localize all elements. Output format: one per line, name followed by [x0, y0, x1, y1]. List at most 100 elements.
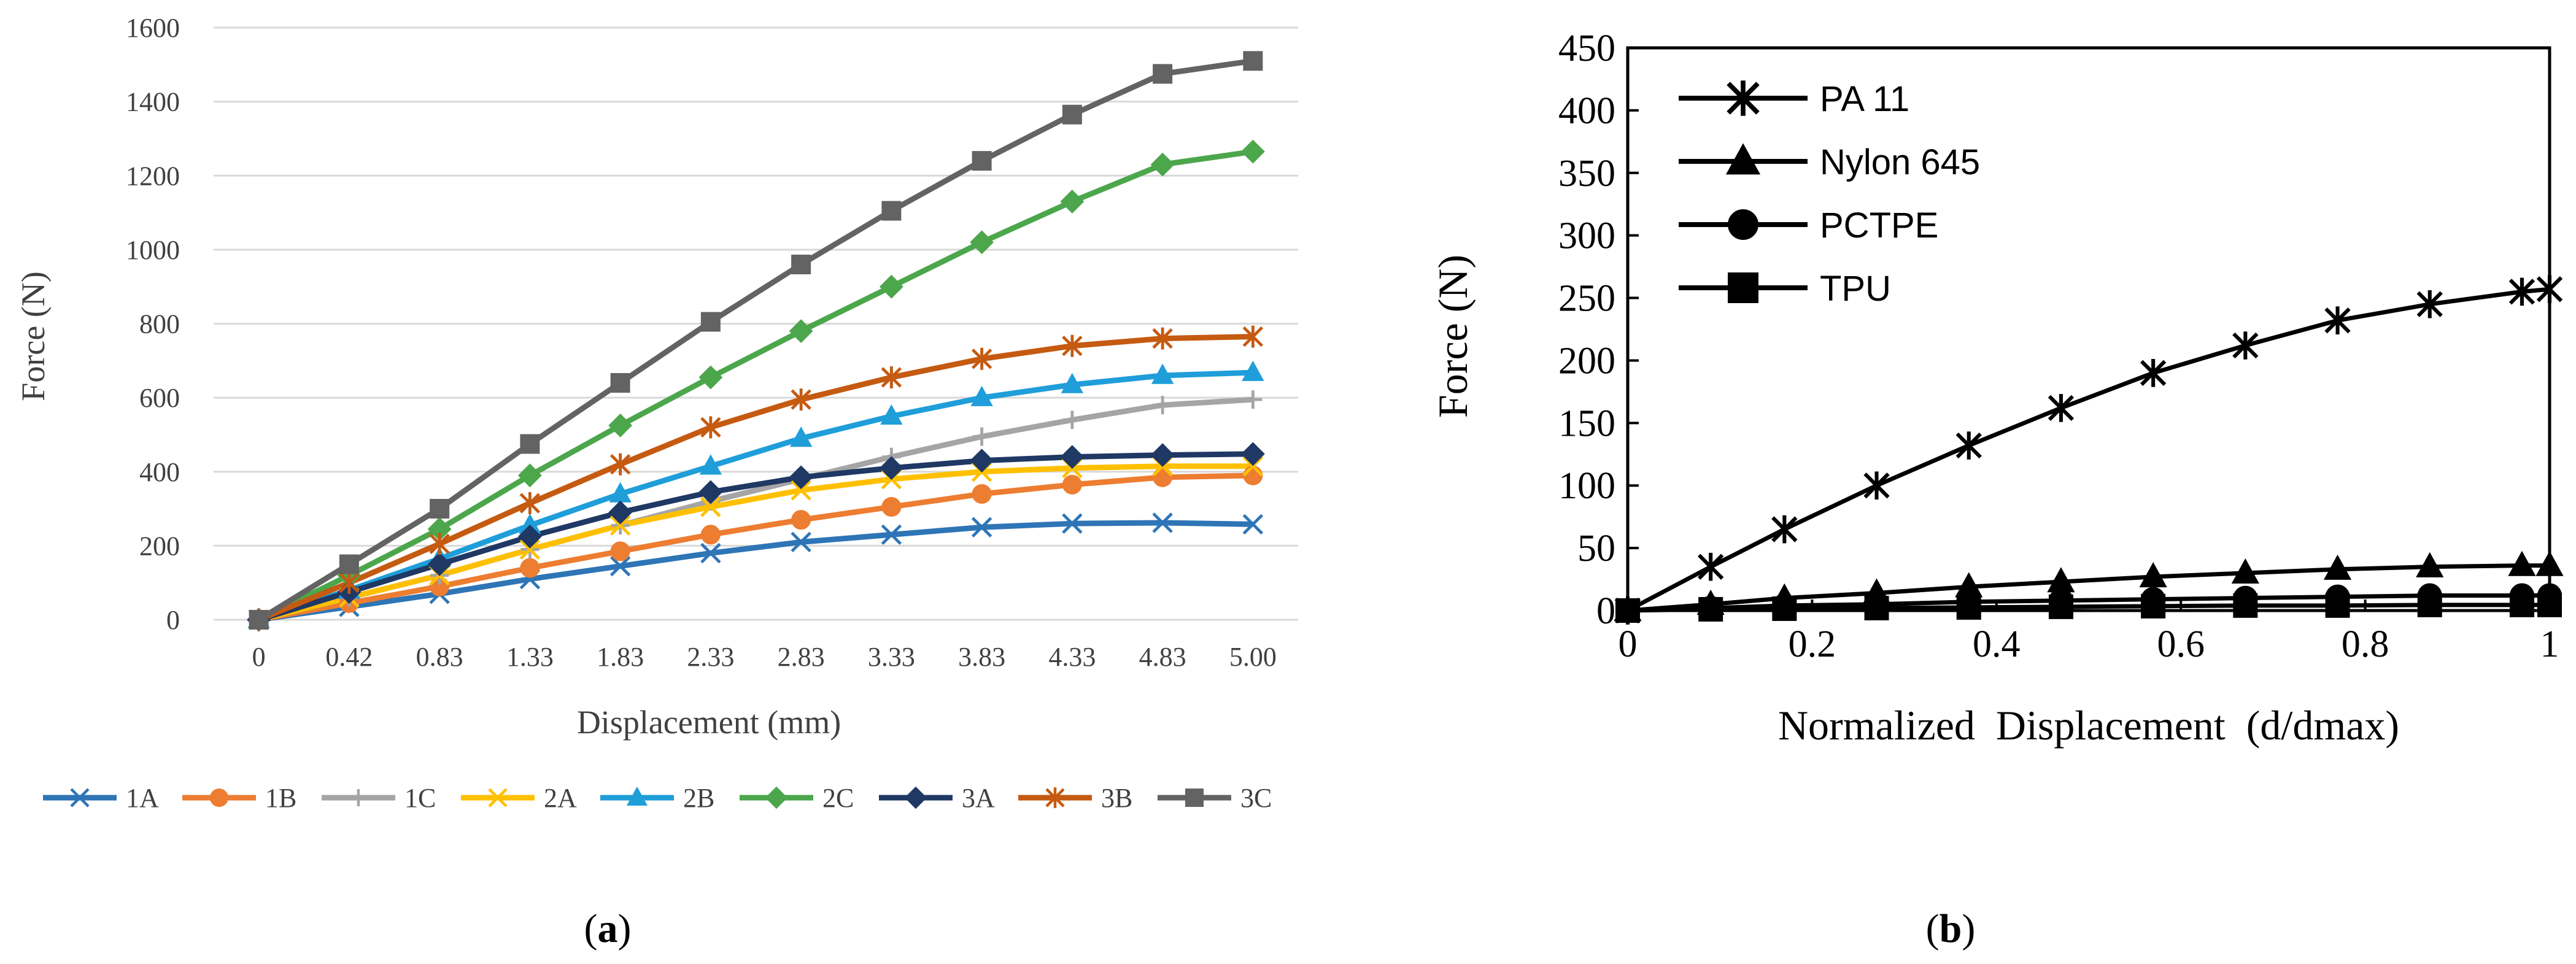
chart-a-x-tick-label: 5.00 — [1229, 642, 1277, 672]
chart-a-legend-label: 1A — [126, 783, 159, 813]
chart-b-y-tick-label: 150 — [1558, 403, 1615, 444]
chart-b-y-tick-label: 0 — [1596, 590, 1615, 632]
chart-b-series-line-Nylon 645 — [1627, 563, 2550, 613]
chart-a-point-3B — [971, 347, 992, 370]
chart-a-point-1C — [1062, 411, 1081, 430]
chart-a-x-tick-label: 0 — [252, 642, 266, 672]
chart-b-point-TPU — [2048, 594, 2073, 619]
chart-a-legend-item-2B: 2B — [600, 783, 714, 813]
chart-b-point-TPU — [2233, 593, 2258, 618]
chart-b-point-Nylon 645 — [2416, 552, 2444, 577]
chart-a-point-1A — [971, 517, 992, 538]
chart-b-point-TPU — [1615, 598, 1640, 623]
chart-a-point-3C — [791, 255, 811, 274]
chart-b-point-TPU — [2417, 592, 2442, 617]
chart-a-point-3C — [881, 201, 902, 221]
chart-a-point-3B — [1152, 327, 1173, 350]
chart-b-point-Nylon 645 — [2231, 558, 2259, 584]
chart-a-point-3C — [339, 554, 359, 574]
chart-a-series-line-3C — [257, 58, 1254, 622]
chart-a-point-3A — [1150, 443, 1175, 468]
chart-a-y-tick-label: 0 — [166, 605, 180, 635]
chart-b-legend-item-TPU: TPU — [1679, 269, 1891, 309]
chart-b-point-TPU — [1956, 595, 1981, 620]
chart-a-point-3C — [610, 373, 630, 393]
chart-a-y-tick-label: 200 — [139, 531, 180, 561]
chart-a-point-2C — [879, 274, 903, 299]
chart-a-point-2C — [608, 413, 633, 438]
chart-a-legend-marker — [1185, 789, 1204, 807]
chart-a-point-1B — [791, 510, 811, 530]
chart-b-legend-marker — [1727, 80, 1760, 116]
chart-a-point-3A — [1240, 442, 1265, 466]
chart-a-point-3C — [249, 610, 269, 630]
chart-a-point-2C — [698, 365, 723, 390]
chart-a-point-1B — [881, 497, 902, 517]
chart-b-legend-label: TPU — [1820, 269, 1891, 309]
chart-a-x-tick-label: 1.33 — [506, 642, 554, 672]
chart-a-legend-item-3B: 3B — [1018, 783, 1132, 813]
chart-b-point-PA 11 — [1771, 515, 1798, 544]
chart-b-point-TPU — [1698, 596, 1723, 622]
chart-a-x-axis-title: Displacement (mm) — [577, 704, 841, 741]
chart-a-legend-label: 2C — [822, 783, 854, 813]
chart-a-point-3B — [791, 388, 811, 411]
chart-a-y-tick-label: 600 — [139, 383, 180, 413]
chart-a-point-2B — [970, 385, 993, 406]
chart-a-legend-marker — [1045, 787, 1065, 808]
chart-a-point-3B — [1242, 325, 1264, 348]
chart-a-y-tick-label: 1000 — [126, 235, 180, 265]
chart-a-legend-label: 2A — [544, 783, 577, 813]
chart-a-point-2C — [1150, 152, 1175, 177]
chart-b-point-TPU — [1772, 596, 1797, 621]
chart-a-point-1C — [1153, 396, 1172, 415]
chart-b-point-PA 11 — [2508, 277, 2535, 306]
chart-a-y-tick-label: 400 — [139, 457, 180, 487]
chart-b: 0 50 100 150 200 250 300 350 400 450 0 0.2 0.4 0.6 0.… — [1429, 28, 2564, 951]
chart-a-point-2B — [699, 454, 722, 475]
chart-a-y-axis-title: Force (N) — [15, 271, 52, 401]
chart-a-point-3B — [881, 366, 902, 388]
chart-a-legend-label: 3C — [1240, 783, 1272, 813]
chart-a-x-tick-label: 2.83 — [778, 642, 825, 672]
chart-a-y-tick-label: 800 — [139, 309, 180, 339]
chart-a-series-line-3A — [258, 451, 1253, 623]
chart-b-point-Nylon 645 — [2535, 550, 2564, 576]
chart-a-point-1A — [791, 531, 811, 553]
chart-b-legend-item-Nylon 645: Nylon 645 — [1679, 142, 1980, 182]
chart-a-point-3C — [1243, 51, 1263, 71]
chart-a-point-1C — [1244, 390, 1263, 409]
chart-a-legend-label: 1B — [265, 783, 296, 813]
chart-a-series-line-1A — [258, 520, 1253, 623]
chart-b-x-tick-label: 0.4 — [1973, 623, 2021, 665]
chart-a-point-2B — [1061, 372, 1084, 393]
chart-a-legend-item-3C: 3C — [1158, 783, 1272, 813]
chart-a-legend-item-3A: 3A — [879, 783, 995, 813]
chart-a-point-1B — [610, 541, 630, 561]
chart-a-point-1A — [1152, 512, 1173, 533]
chart-a-x-tick-label: 3.33 — [868, 642, 915, 672]
chart-a-point-2B — [880, 404, 903, 425]
chart-a-point-2C — [789, 319, 813, 343]
chart-a-series-line-1B — [258, 472, 1253, 623]
chart-a-legend-marker — [70, 788, 90, 808]
chart-a-panel-label: (a) — [584, 906, 632, 951]
chart-a-point-2C — [517, 463, 542, 488]
chart-a-legend-label: 1C — [404, 783, 436, 813]
chart-a-legend-marker — [765, 786, 788, 809]
chart-b-point-PA 11 — [2416, 290, 2443, 318]
chart-b-point-Nylon 645 — [2139, 562, 2167, 588]
chart-b-y-tick-label: 100 — [1558, 465, 1615, 507]
chart-a-point-2A — [519, 539, 541, 560]
chart-b-legend-item-PCTPE: PCTPE — [1679, 206, 1938, 245]
chart-a: 0 200 400 600 800 1000 1200 1400 1600 0 0.42 0.83 1… — [15, 13, 1298, 951]
chart-a-point-3A — [879, 456, 903, 480]
chart-b-point-Nylon 645 — [2508, 550, 2536, 576]
chart-b-point-Nylon 645 — [2323, 554, 2352, 580]
chart-b-x-axis-title: Normalized Displacement (d/dmax) — [1778, 702, 2399, 749]
chart-a-x-tick-label: 4.83 — [1139, 642, 1186, 672]
chart-b-y-tick-label: 50 — [1577, 528, 1615, 569]
chart-b-legend-marker — [1725, 143, 1761, 175]
chart-b-point-PA 11 — [1955, 431, 1982, 460]
chart-b-point-PA 11 — [1698, 552, 1724, 581]
